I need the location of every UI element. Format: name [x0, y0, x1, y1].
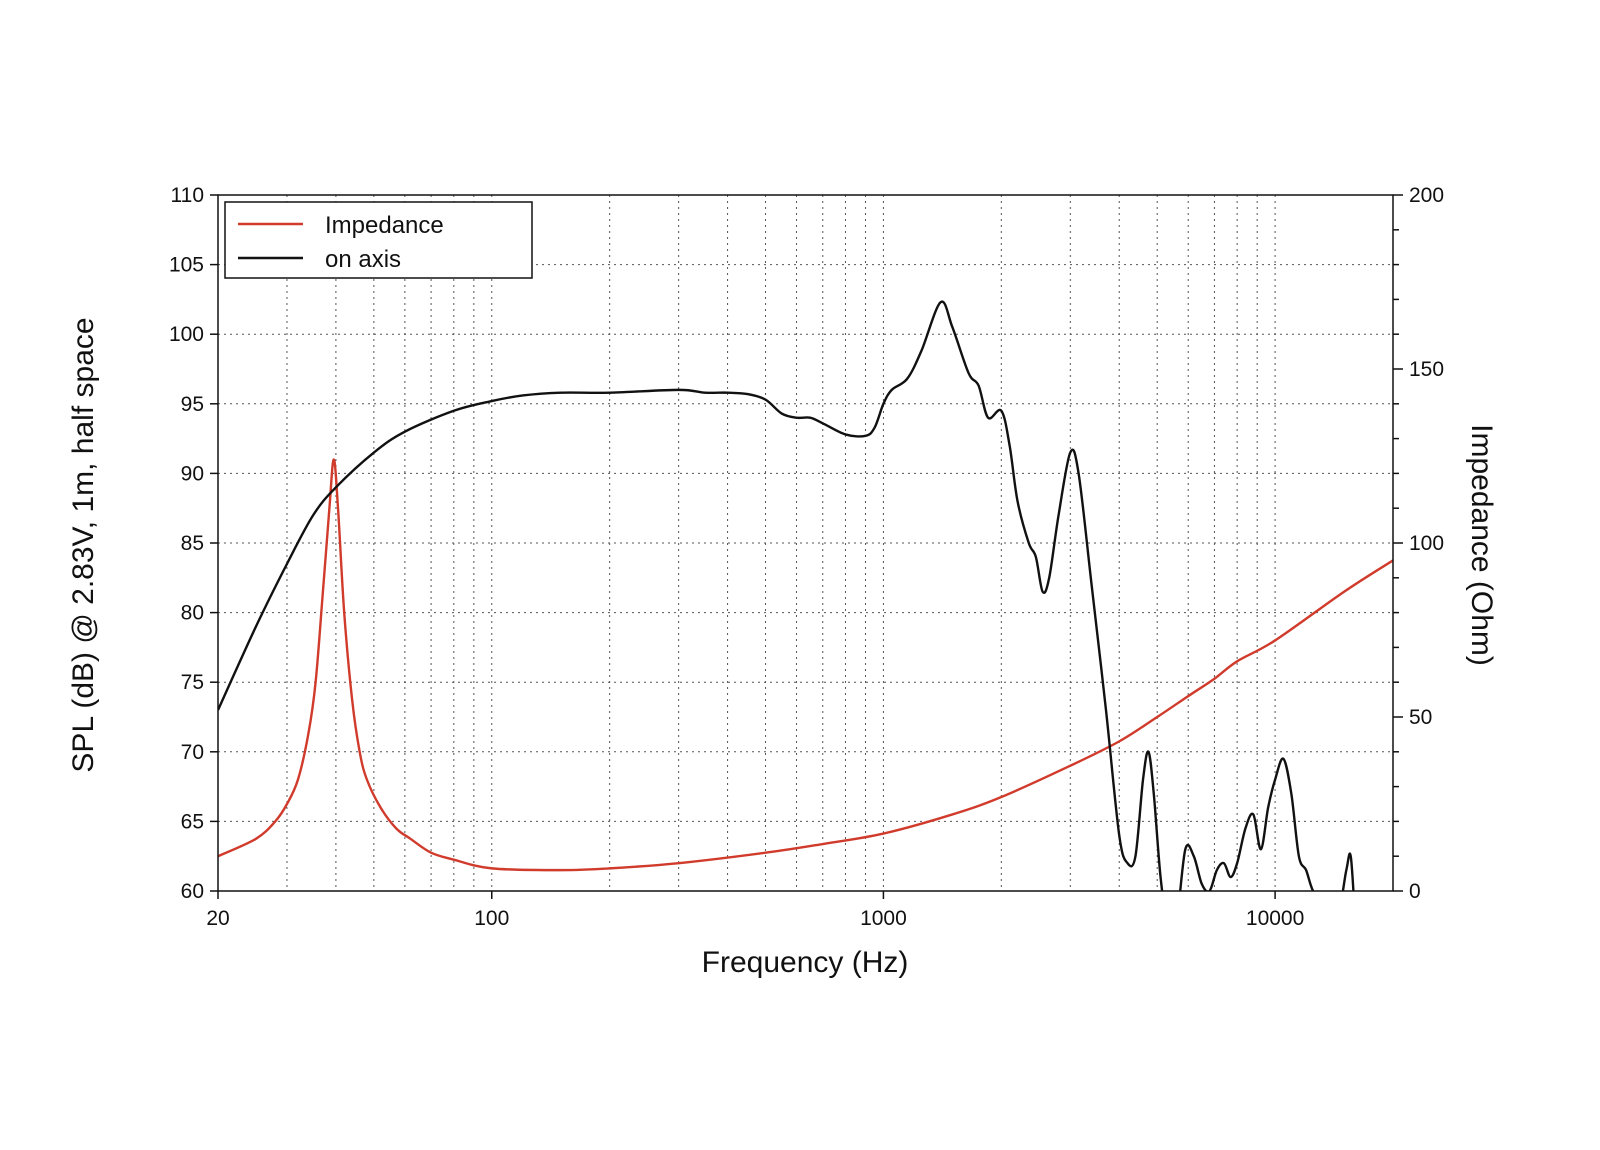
- legend: Impedance on axis: [224, 201, 533, 279]
- y-right-axis-ticks: 0 50 100 150 200: [1393, 184, 1444, 903]
- y-left-axis-title: SPL (dB) @ 2.83V, 1m, half space: [67, 317, 100, 772]
- y-right-axis-title: Impedance (Ohm): [1465, 424, 1498, 666]
- x-tick-label: 100: [474, 907, 509, 930]
- x-axis-title: Frequency (Hz): [702, 946, 909, 979]
- x-tick-label: 20: [206, 907, 229, 930]
- y-left-tick-label: 95: [181, 393, 204, 416]
- y-right-tick-label: 0: [1409, 880, 1421, 903]
- y-left-tick-label: 65: [181, 810, 204, 833]
- y-left-tick-label: 60: [181, 880, 204, 903]
- y-left-tick-label: 75: [181, 671, 204, 694]
- x-tick-label: 1000: [860, 907, 907, 930]
- grid: [218, 195, 1393, 891]
- y-left-tick-label: 80: [181, 602, 204, 625]
- legend-box: [224, 201, 533, 279]
- y-right-tick-label: 100: [1409, 532, 1444, 555]
- y-right-tick-label: 50: [1409, 706, 1432, 729]
- plot-area: [218, 300, 1393, 891]
- y-right-tick-label: 200: [1409, 184, 1444, 207]
- y-left-axis-ticks: 60 65 70 75 80 85 90 95 100 105 110: [169, 184, 218, 903]
- y-right-tick-label: 150: [1409, 358, 1444, 381]
- y-left-tick-label: 90: [181, 462, 204, 485]
- plot-frame: [217, 194, 1394, 892]
- series-line-on-axis: [218, 300, 1355, 891]
- y-left-tick-label: 70: [181, 741, 204, 764]
- x-axis-ticks: 20 100 1000 10000: [206, 891, 1304, 930]
- legend-label-impedance: Impedance: [325, 212, 444, 239]
- y-left-tick-label: 110: [171, 184, 204, 207]
- x-tick-label: 10000: [1246, 907, 1304, 930]
- y-left-tick-label: 85: [181, 532, 204, 555]
- y-left-tick-label: 105: [169, 254, 204, 277]
- legend-label-on-axis: on axis: [325, 246, 401, 273]
- y-left-tick-label: 100: [169, 323, 204, 346]
- series-line-impedance: [218, 458, 1393, 872]
